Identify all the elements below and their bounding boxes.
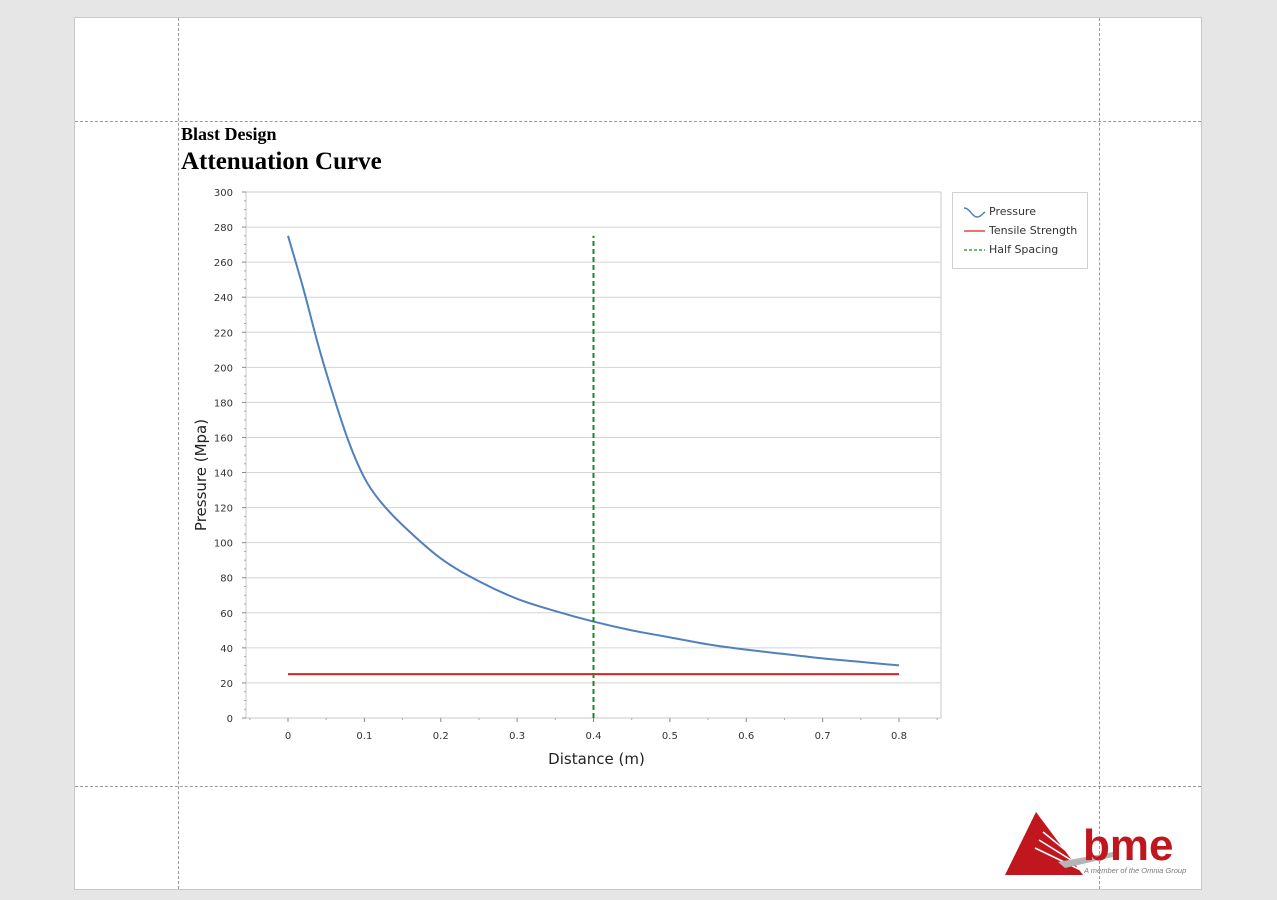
legend-label: Half Spacing xyxy=(989,243,1059,256)
x-tick-label: 0.4 xyxy=(586,731,602,742)
series-line-pressure xyxy=(287,235,900,667)
plot-area xyxy=(245,191,942,719)
report-title: Attenuation Curve xyxy=(181,148,382,175)
y-tick-label: 200 xyxy=(214,363,233,374)
x-tick-label: 0.6 xyxy=(738,731,754,742)
margin-guide-left xyxy=(178,18,179,889)
x-tick-label: 0 xyxy=(285,731,291,742)
x-tick-label: 0.1 xyxy=(356,731,372,742)
y-tick-label: 40 xyxy=(220,644,233,655)
logo-stripe xyxy=(1058,852,1113,868)
y-tick-label: 20 xyxy=(220,679,233,690)
margin-guide-top xyxy=(75,121,1201,122)
solid-line-icon xyxy=(964,230,985,232)
y-tick-label: 180 xyxy=(214,398,233,409)
curve-line-icon xyxy=(963,207,986,218)
bme-logo-graphic: bme A member of the Omnia Group xyxy=(1005,812,1186,875)
dashed-line-icon xyxy=(964,249,985,251)
attenuation-chart: 0 20 40 60 80 100 120 140 160 180 200 220 240 260 280 3… xyxy=(192,188,942,768)
y-tick-label: 300 xyxy=(214,188,233,199)
y-tick-label: 280 xyxy=(214,223,233,234)
y-tick-label: 60 xyxy=(220,609,233,620)
y-tick-label: 120 xyxy=(214,504,233,515)
x-tick-label: 0.2 xyxy=(433,731,449,742)
legend-label: Pressure xyxy=(989,205,1036,218)
x-tick-label: 0.8 xyxy=(891,731,907,742)
y-tick-label: 220 xyxy=(214,328,233,339)
y-tick-label: 140 xyxy=(214,469,233,480)
logo-wordmark: bme xyxy=(1083,821,1173,870)
y-tick-label: 100 xyxy=(214,539,233,550)
y-tick-label: 0 xyxy=(227,714,233,725)
y-tick-label: 240 xyxy=(214,293,233,304)
y-axis-title: Pressure (Mpa) xyxy=(192,419,210,531)
margin-guide-bottom xyxy=(75,786,1201,787)
x-tick-label: 0.5 xyxy=(662,731,678,742)
margin-guide-right xyxy=(1099,18,1100,889)
y-tick-label: 80 xyxy=(220,574,233,585)
x-tick-label: 0.7 xyxy=(815,731,831,742)
company-logo: bme A member of the Omnia Group xyxy=(1003,810,1193,878)
report-subtitle: Blast Design xyxy=(181,124,277,144)
report-page: Blast Design Attenuation Curve 0 20 40 60 80… xyxy=(74,17,1202,890)
y-tick-label: 260 xyxy=(214,258,233,269)
logo-tagline: A member of the Omnia Group xyxy=(1083,866,1186,875)
y-tick-label: 160 xyxy=(214,433,233,444)
legend-label: Tensile Strength xyxy=(989,224,1078,237)
x-axis-title: Distance (m) xyxy=(548,750,645,768)
x-tick-label: 0.3 xyxy=(509,731,525,742)
chart-legend: Pressure Tensile Strength Half Spacing xyxy=(952,192,1088,269)
